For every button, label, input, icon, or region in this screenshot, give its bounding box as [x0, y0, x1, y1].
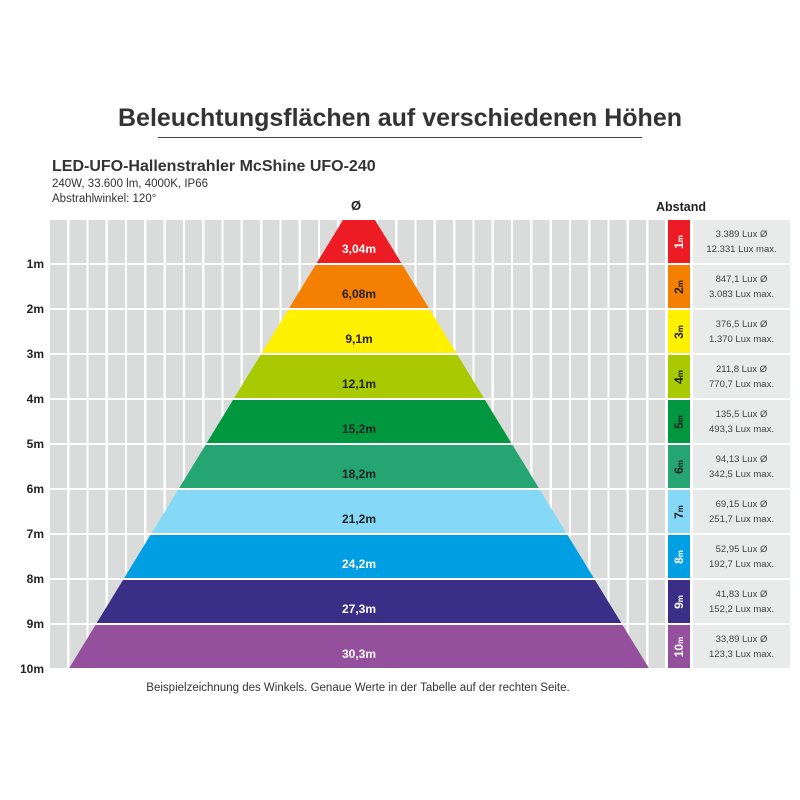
band-diameter-label: 21,2m [342, 512, 376, 526]
distance-number: 6 [672, 466, 686, 474]
pyramid-band [151, 490, 567, 533]
pyramid-band [289, 265, 429, 308]
product-name: LED-UFO-Hallenstrahler McShine UFO-240 [52, 158, 376, 175]
distance-number: 10 [672, 643, 686, 657]
height-label: 3m [26, 347, 44, 361]
distance-header: Abstand [656, 200, 706, 214]
caption: Beispielzeichnung des Winkels. Genaue We… [146, 682, 570, 694]
lux-max: 3.083 Lux max. [709, 288, 774, 300]
lux-cell: 41,83 Lux Ø 152,2 Lux max. [693, 580, 790, 623]
lux-average: 94,13 Lux Ø [715, 453, 768, 465]
distance-cell: 7m [668, 490, 690, 533]
distance-cell: 2m [668, 265, 690, 308]
product-specs: 240W, 33.600 lm, 4000K, IP66 [52, 178, 208, 190]
band-diameter-label: 12,1m [342, 377, 376, 391]
lux-max: 1.370 Lux max. [709, 333, 774, 345]
lux-max: 251,7 Lux max. [709, 513, 774, 525]
pyramid-band [179, 445, 539, 488]
band-diameter-label: 27,3m [342, 602, 376, 616]
lux-max: 342,5 Lux max. [709, 468, 774, 480]
lux-cell: 33,89 Lux Ø 123,3 Lux max. [693, 625, 790, 668]
height-label: 5m [26, 437, 44, 451]
distance-number: 9 [672, 601, 686, 609]
lux-max: 770,7 Lux max. [709, 378, 774, 390]
lux-average: 211,8 Lux Ø [715, 363, 768, 375]
lux-cell: 211,8 Lux Ø 770,7 Lux max. [693, 355, 790, 398]
band-diameter-label: 15,2m [342, 422, 376, 436]
distance-unit: m [676, 504, 685, 512]
distance-cell: 6m [668, 445, 690, 488]
lux-average: 376,5 Lux Ø [715, 318, 768, 330]
lux-max: 493,3 Lux max. [709, 423, 774, 435]
lux-average: 33,89 Lux Ø [715, 633, 768, 645]
lux-average: 3.389 Lux Ø [715, 228, 768, 240]
lux-average: 135,5 Lux Ø [715, 408, 768, 420]
distance-unit: m [676, 369, 685, 377]
distance-unit: m [676, 279, 685, 287]
diameter-header: Ø [351, 198, 362, 213]
height-label: 7m [26, 527, 44, 541]
distance-number: 1 [672, 241, 686, 249]
height-label: 2m [26, 302, 44, 316]
page-title: Beleuchtungsflächen auf verschiedenen Hö… [117, 104, 682, 132]
lux-cell: 69,15 Lux Ø 251,7 Lux max. [693, 490, 790, 533]
distance-number: 4 [672, 376, 686, 384]
distance-unit: m [676, 459, 685, 467]
lux-cell: 52,95 Lux Ø 192,7 Lux max. [693, 535, 790, 578]
distance-unit: m [676, 636, 685, 644]
distance-number: 5 [672, 421, 686, 429]
lux-cell: 135,5 Lux Ø 493,3 Lux max. [693, 400, 790, 443]
distance-number: 2 [672, 286, 686, 294]
lux-cell: 3.389 Lux Ø 12.331 Lux max. [693, 220, 790, 263]
distance-number: 8 [672, 556, 686, 564]
band-diameter-label: 9,1m [345, 332, 372, 346]
lux-max: 12.331 Lux max. [706, 243, 777, 255]
distance-cell: 8m [668, 535, 690, 578]
distance-number: 7 [672, 511, 686, 519]
lux-cell: 94,13 Lux Ø 342,5 Lux max. [693, 445, 790, 488]
height-label: 10m [19, 662, 44, 676]
distance-cell: 9m [668, 580, 690, 623]
lux-average: 69,15 Lux Ø [715, 498, 768, 510]
distance-unit: m [676, 234, 685, 242]
pyramid-band [261, 310, 457, 353]
distance-cell: 10m [668, 625, 690, 668]
distance-unit: m [676, 594, 685, 602]
pyramid-band [316, 220, 402, 263]
band-diameter-label: 6,08m [342, 287, 376, 301]
distance-cell: 3m [668, 310, 690, 353]
distance-unit: m [676, 549, 685, 557]
lux-average: 41,83 Lux Ø [715, 588, 768, 600]
lux-average: 847,1 Lux Ø [715, 273, 768, 285]
height-label: 8m [26, 572, 44, 586]
pyramid-band [69, 625, 649, 668]
height-label: 6m [26, 482, 44, 496]
distance-number: 3 [672, 331, 686, 339]
distance-unit: m [676, 324, 685, 332]
distance-unit: m [676, 414, 685, 422]
lux-cell: 376,5 Lux Ø 1.370 Lux max. [693, 310, 790, 353]
lux-max: 192,7 Lux max. [709, 558, 774, 570]
height-label: 4m [26, 392, 44, 406]
pyramid-band [234, 355, 484, 398]
height-label: 1m [26, 257, 44, 271]
lux-max: 123,3 Lux max. [709, 648, 774, 660]
band-diameter-label: 30,3m [342, 647, 376, 661]
distance-cell: 5m [668, 400, 690, 443]
pyramid-band [206, 400, 512, 443]
band-diameter-label: 18,2m [342, 467, 376, 481]
lux-max: 152,2 Lux max. [709, 603, 774, 615]
height-label: 9m [26, 617, 44, 631]
pyramid-band [124, 535, 594, 578]
band-diameter-label: 3,04m [342, 242, 376, 256]
band-diameter-label: 24,2m [342, 557, 376, 571]
lux-cell: 847,1 Lux Ø 3.083 Lux max. [693, 265, 790, 308]
title-underline [158, 137, 642, 138]
lux-average: 52,95 Lux Ø [715, 543, 768, 555]
pyramid-band [96, 580, 622, 623]
distance-cell: 4m [668, 355, 690, 398]
beam-angle: Abstrahlwinkel: 120° [52, 193, 157, 205]
distance-cell: 1m [668, 220, 690, 263]
